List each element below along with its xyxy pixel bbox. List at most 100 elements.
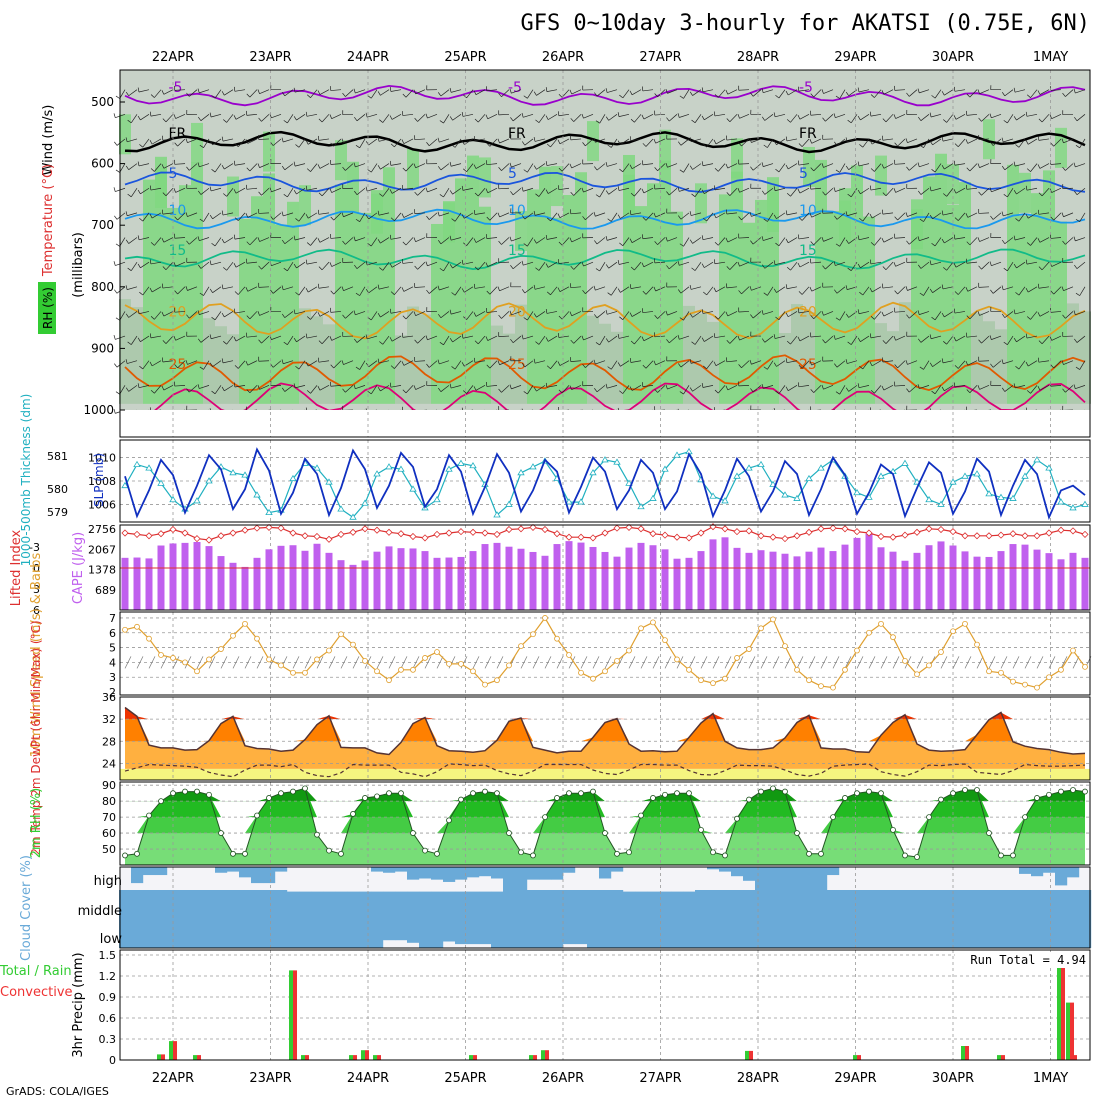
wind-barb-flag xyxy=(306,168,311,172)
wind-barb xyxy=(127,335,138,345)
wind-barb xyxy=(835,237,846,247)
rh-cell xyxy=(983,321,995,404)
wind-barb-flag xyxy=(738,85,740,91)
wind-barb xyxy=(822,187,834,196)
wind-barb-shaft xyxy=(140,114,150,121)
wind-barb xyxy=(305,360,318,367)
wind-barb-flag xyxy=(954,217,959,221)
wind-barb xyxy=(174,159,186,165)
wind-barb-flag xyxy=(966,110,968,116)
wind-barb xyxy=(377,136,390,142)
ytick-precip: 1.5 xyxy=(99,949,117,962)
wind10-barb xyxy=(748,656,756,669)
wind-barb xyxy=(931,89,942,99)
wind-barb xyxy=(1013,383,1026,389)
wind-barb xyxy=(293,187,306,195)
wind-barb-flag xyxy=(619,94,624,99)
bar-cape xyxy=(589,546,597,610)
wind-barb xyxy=(211,385,222,395)
bar-cape xyxy=(121,557,129,610)
wind-barb-shaft xyxy=(645,138,654,147)
wind-barb-shaft xyxy=(655,360,666,366)
wind-barb xyxy=(919,360,930,370)
wind-barb-shaft xyxy=(1063,138,1074,144)
wind-barb-shaft xyxy=(477,261,486,271)
wind-barb-flag xyxy=(137,87,140,93)
wind-barb-flag xyxy=(978,265,982,270)
wind-barb-shaft xyxy=(450,385,462,389)
bar-cape xyxy=(733,547,741,610)
wind-barb-flag xyxy=(377,136,380,142)
wind-barb xyxy=(1025,138,1038,145)
bar-cloud-middle xyxy=(743,890,756,922)
wind-barb-shaft xyxy=(774,187,786,192)
wind-barb-shaft xyxy=(499,138,510,144)
rh-cell xyxy=(707,321,719,404)
wind-barb xyxy=(438,385,450,392)
wind-barb-shaft xyxy=(839,163,846,173)
wind-barb-flag xyxy=(245,213,249,218)
wind-barb xyxy=(125,359,138,364)
wind-barb xyxy=(677,113,690,118)
series-li-point xyxy=(925,525,933,533)
wind-barb-shaft xyxy=(969,311,978,320)
wind-barb-shaft xyxy=(414,212,426,214)
wind-barb xyxy=(246,163,258,172)
series-rh-point xyxy=(134,850,140,857)
wind-barb-shaft xyxy=(642,237,654,240)
wind-barb-shaft xyxy=(1053,138,1062,147)
wind-barb xyxy=(1026,385,1038,394)
wind-barb xyxy=(186,183,198,189)
wind-barb xyxy=(917,88,930,94)
ytick-slp: 1006 xyxy=(88,498,116,511)
wind-barb xyxy=(773,260,786,265)
bar-cloud-low xyxy=(1007,922,1020,948)
wind-barb-shaft xyxy=(570,212,582,215)
wind-barb-flag xyxy=(678,363,682,368)
wind-barb xyxy=(593,211,606,217)
wind-barb-flag xyxy=(498,332,500,337)
bar-precip-total xyxy=(1066,1002,1070,1060)
wind-barb xyxy=(246,311,258,320)
wind-barb xyxy=(283,114,294,124)
wind-barb-flag xyxy=(569,237,572,243)
wind-barb-flag xyxy=(798,308,800,313)
wind-barb-shaft xyxy=(258,138,270,140)
label-wind10: 10m Wind Speed (m/s) & Barbs xyxy=(29,552,44,757)
wind-barb-flag xyxy=(701,309,704,314)
wind-barb-flag xyxy=(798,160,800,166)
wind-barb xyxy=(619,311,630,320)
series-rh-point xyxy=(230,850,236,857)
panel-cloud-frame xyxy=(119,866,1091,949)
wind-barb xyxy=(666,261,678,270)
wind-barb-shaft xyxy=(258,286,270,288)
wind-barb-shaft xyxy=(224,237,234,244)
wind-barb-flag xyxy=(258,282,260,288)
bar-cloud-low xyxy=(479,922,492,945)
wind-barb xyxy=(642,308,654,314)
wind-barb xyxy=(990,380,1002,386)
wind-barb xyxy=(1025,259,1038,265)
wind-barb-flag xyxy=(485,262,489,267)
wind-barb-shaft xyxy=(524,212,534,220)
series-rh-point xyxy=(218,830,224,836)
wind-barb-flag xyxy=(305,140,309,145)
wind-barb-shaft xyxy=(550,138,558,148)
wind-barb-shaft xyxy=(583,261,594,267)
series-li-point xyxy=(337,530,345,538)
wind-barb xyxy=(882,261,894,270)
wind-barb-shaft xyxy=(342,335,354,337)
wind-barb xyxy=(666,187,678,196)
series-thickness-point xyxy=(877,472,885,479)
wind-barb-shaft xyxy=(599,261,606,272)
wind-barb-flag xyxy=(438,166,442,171)
wind-barb-shaft xyxy=(474,286,486,289)
wind-barb xyxy=(473,210,486,215)
wind-barb-shaft xyxy=(850,188,858,197)
wind-barb-shaft xyxy=(1065,237,1074,245)
series-thickness-point xyxy=(373,470,381,477)
bar-cloud-middle xyxy=(611,890,624,922)
wind-barb-flag xyxy=(523,95,528,99)
wind-barb-flag xyxy=(917,236,920,241)
wind-barb xyxy=(305,259,318,265)
